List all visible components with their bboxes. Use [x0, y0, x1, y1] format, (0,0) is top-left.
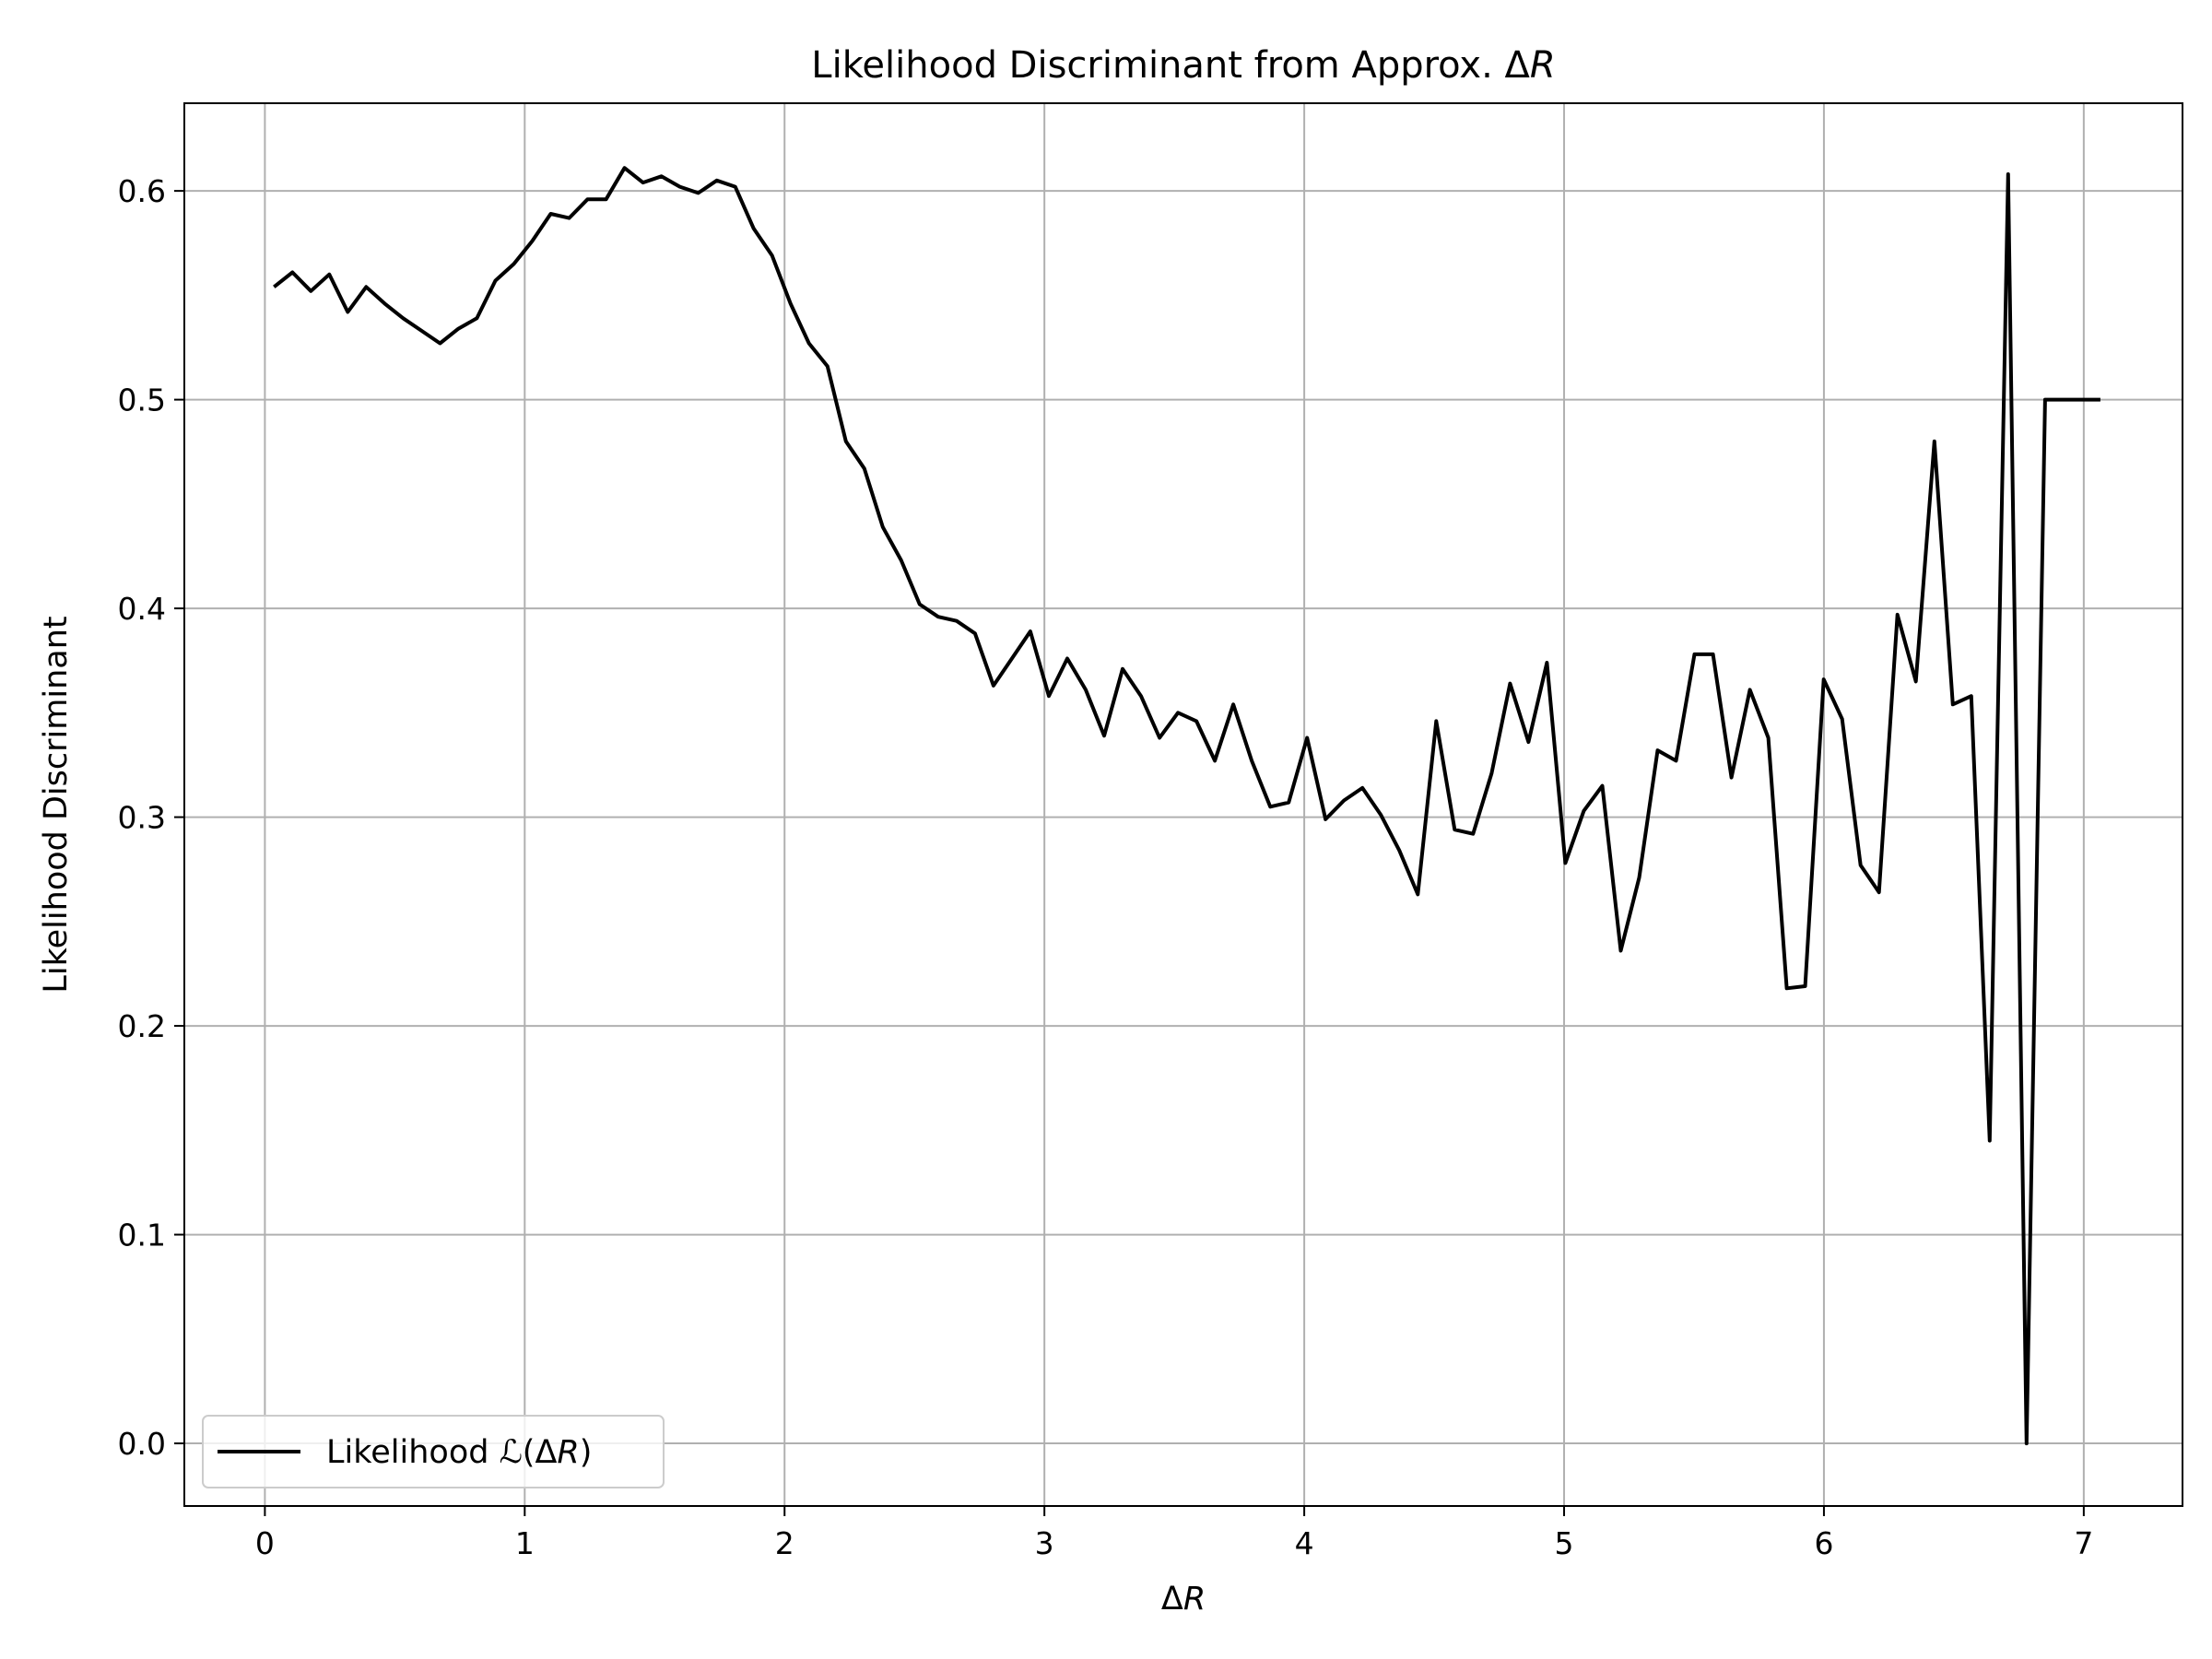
x-tick-label: 3 [1035, 1525, 1054, 1561]
legend-box [202, 1415, 665, 1488]
grid-lines [184, 103, 2183, 1506]
y-tick-label: 0.5 [118, 382, 166, 418]
y-tick-label: 0.0 [118, 1426, 166, 1462]
chart-title-prefix: Likelihood Discriminant from Approx. Δ [811, 44, 1530, 87]
chart-title: Likelihood Discriminant from Approx. ΔR [811, 44, 1555, 87]
y-tick-label: 0.4 [118, 591, 166, 627]
x-tick-label: 4 [1295, 1525, 1314, 1561]
x-tick-label: 2 [775, 1525, 794, 1561]
x-axis-label: ΔR [1161, 1581, 1206, 1618]
legend: Likelihood ℒ(ΔR) [202, 1415, 665, 1488]
series-line-group [273, 166, 2100, 1446]
chart-title-var: R [1530, 44, 1556, 87]
legend-label-script: ℒ [500, 1434, 523, 1471]
legend-label-var: R [557, 1434, 579, 1471]
tick-group: 0 1 2 3 4 5 6 7 0.0 0.1 0.2 0.3 0.4 0.5 0.6 [118, 173, 2094, 1561]
y-tick-label: 0.1 [118, 1218, 166, 1253]
y-tick-label: 0.6 [118, 173, 166, 209]
x-tick-label: 7 [2074, 1525, 2093, 1561]
x-tick-label: 1 [515, 1525, 535, 1561]
legend-label-close: ) [580, 1434, 593, 1471]
x-axis-label-prefix: Δ [1161, 1581, 1183, 1618]
legend-label: Likelihood ℒ(ΔR) [326, 1434, 592, 1471]
legend-label-open: (Δ [523, 1434, 558, 1471]
series-line [273, 166, 2100, 1446]
y-axis-label: Likelihood Discriminant [38, 616, 75, 993]
x-tick-label: 5 [1555, 1525, 1574, 1561]
x-tick-label: 6 [1814, 1525, 1833, 1561]
legend-label-prefix: Likelihood [326, 1434, 500, 1471]
x-axis-label-var: R [1183, 1581, 1206, 1618]
y-tick-label: 0.2 [118, 1008, 166, 1044]
y-tick-label: 0.3 [118, 800, 166, 836]
x-tick-label: 0 [255, 1525, 275, 1561]
axes-frame [183, 102, 2183, 1507]
